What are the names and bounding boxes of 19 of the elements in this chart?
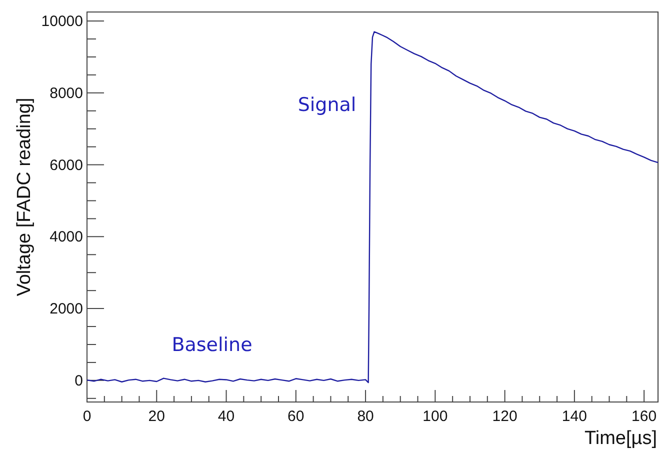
y-tick-label: 8000 (50, 84, 83, 102)
y-tick-label: 10000 (41, 12, 83, 30)
y-tick-label: 2000 (50, 300, 83, 318)
line-series (86, 31, 659, 384)
y-tick-label: 4000 (50, 228, 83, 246)
annotation: Baseline (172, 334, 252, 356)
y-tick-label: 6000 (50, 156, 83, 174)
x-tick-label: 160 (632, 408, 657, 425)
x-tick-label: 100 (422, 408, 448, 425)
y-axis-title: Voltage [FADC reading] (14, 98, 35, 296)
x-tick-label: 140 (562, 408, 587, 425)
x-tick-label: 20 (148, 408, 165, 425)
x-tick-label: 120 (492, 408, 518, 425)
x-tick-label: 40 (218, 408, 235, 425)
y-tick-label: 0 (74, 372, 83, 390)
x-tick-label: 60 (288, 408, 304, 425)
x-tick-label: 80 (357, 408, 374, 425)
annotation: Signal (298, 94, 356, 116)
x-axis-title: Time[µs] (584, 428, 657, 449)
